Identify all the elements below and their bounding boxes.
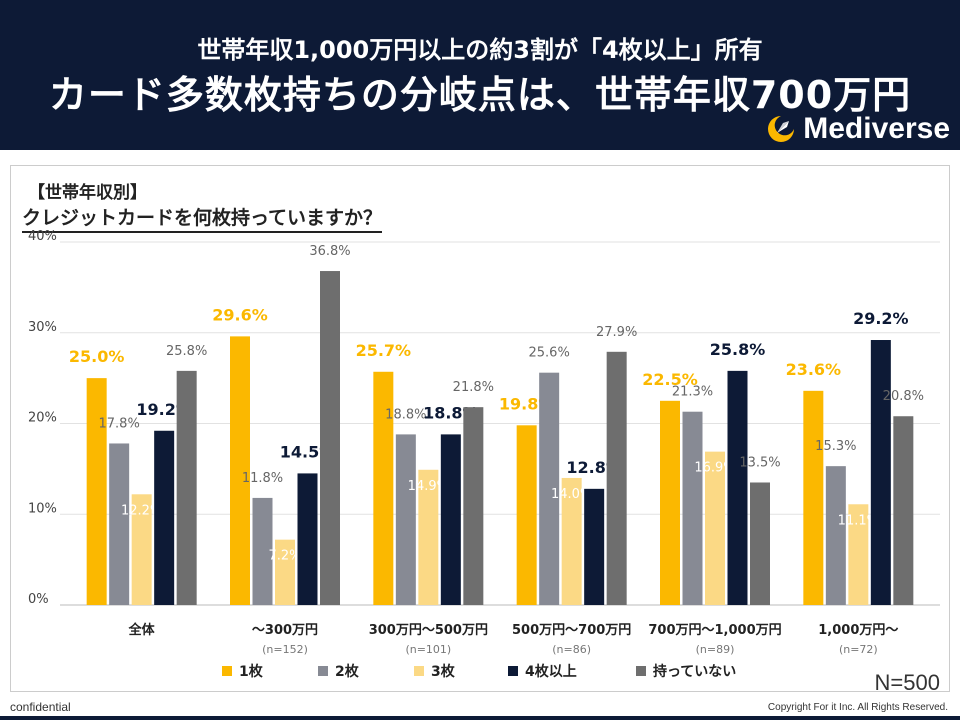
data-label: 25.6%	[529, 346, 570, 361]
question-title: クレジットカードを何枚持っていますか？	[22, 203, 383, 233]
bar	[561, 477, 582, 605]
data-label: 25.8%	[166, 344, 207, 359]
bar	[176, 370, 197, 605]
y-tick-label: 20%	[28, 411, 57, 426]
y-tick-label: 30%	[28, 320, 57, 335]
legend-label: 1枚	[239, 663, 264, 680]
bar	[463, 407, 484, 605]
data-label: 29.2%	[853, 309, 909, 328]
data-label: 14.0%	[551, 487, 592, 502]
data-label: 13.5%	[739, 455, 780, 470]
bar	[395, 434, 416, 605]
bar	[418, 469, 439, 605]
bar	[870, 340, 891, 605]
data-label: 18.8%	[385, 407, 426, 422]
data-label: 23.6%	[786, 360, 842, 379]
logo-text: Mediverse	[803, 112, 950, 145]
legend-swatch	[508, 666, 518, 676]
category-sample-label: (n=72)	[839, 643, 878, 656]
bar	[893, 416, 914, 605]
category-label: 700万円～1,000万円	[648, 623, 781, 638]
bar	[373, 371, 394, 605]
category-label: ～300万円	[252, 623, 318, 638]
sample-size: N=500	[874, 670, 940, 695]
bar	[606, 351, 627, 605]
bar	[584, 488, 605, 605]
page-title: カード多数枚持ちの分岐点は、世帯年収700万円	[48, 73, 912, 117]
legend-swatch	[222, 666, 232, 676]
data-label: 29.6%	[212, 305, 268, 324]
bar	[848, 504, 869, 605]
bar	[803, 390, 824, 605]
data-label: 11.8%	[242, 471, 283, 486]
bar	[750, 482, 770, 605]
category-label: 500万円～700万円	[512, 623, 631, 638]
data-label: 25.8%	[710, 340, 766, 359]
data-label: 25.0%	[69, 347, 125, 366]
bar	[705, 451, 725, 605]
legend-label: 2枚	[335, 663, 360, 680]
bar	[660, 400, 680, 605]
bar	[275, 539, 295, 605]
logo: Mediverse	[765, 112, 950, 146]
bar	[252, 497, 273, 605]
category-label: 全体	[128, 622, 156, 638]
legend-label: 3枚	[431, 663, 456, 680]
data-label: 11.1%	[838, 513, 879, 528]
rocket-moon-icon	[768, 116, 795, 142]
bar	[86, 378, 107, 605]
y-tick-label: 40%	[28, 229, 57, 244]
category-sample-label: (n=152)	[262, 643, 308, 656]
category-label: 1,000万円～	[818, 623, 898, 638]
bar	[682, 411, 703, 605]
data-label: 36.8%	[309, 244, 350, 259]
bar	[109, 443, 130, 605]
data-label: 7.2%	[268, 549, 301, 564]
bar	[516, 425, 537, 605]
data-label: 12.2%	[121, 503, 162, 518]
category-sample-label: (n=101)	[405, 643, 451, 656]
data-label: 27.9%	[596, 325, 637, 340]
data-label: 21.8%	[453, 380, 494, 395]
data-label: 20.8%	[883, 389, 924, 404]
legend-swatch	[414, 666, 424, 676]
bar	[727, 370, 748, 605]
category-label: 300万円～500万円	[369, 623, 488, 638]
confidential-label: confidential	[10, 700, 71, 714]
data-label: 17.8%	[99, 416, 140, 431]
y-tick-label: 0%	[28, 592, 49, 607]
data-label: 25.7%	[356, 341, 412, 360]
bar	[154, 430, 175, 605]
bar	[131, 494, 152, 605]
bar	[297, 473, 318, 605]
bar	[440, 434, 461, 605]
bar	[825, 466, 846, 605]
legend-label: 4枚以上	[525, 663, 577, 680]
bar	[320, 271, 340, 605]
data-label: 21.3%	[672, 385, 713, 400]
data-label: 16.9%	[694, 461, 735, 476]
page-subtitle: 世帯年収1,000万円以上の約3割が「4枚以上」所有	[197, 36, 763, 64]
category-sample-label: (n=89)	[696, 643, 735, 656]
bar	[539, 372, 560, 605]
data-label: 22.5%	[642, 370, 698, 389]
bar	[230, 336, 250, 605]
data-label: 15.3%	[815, 439, 856, 454]
legend-label: 持っていない	[653, 663, 736, 680]
category-sample-label: (n=86)	[552, 643, 591, 656]
copyright-text: Copyright For it Inc. All Rights Reserve…	[767, 702, 948, 713]
y-tick-label: 10%	[28, 501, 57, 516]
legend-swatch	[636, 666, 646, 676]
header-banner: 世帯年収1,000万円以上の約3割が「4枚以上」所有 カード多数枚持ちの分岐点は…	[0, 0, 960, 150]
section-label: 【世帯年収別】	[28, 183, 147, 203]
footer-bar	[0, 716, 960, 720]
data-label: 14.9%	[408, 479, 449, 494]
legend-swatch	[318, 666, 328, 676]
